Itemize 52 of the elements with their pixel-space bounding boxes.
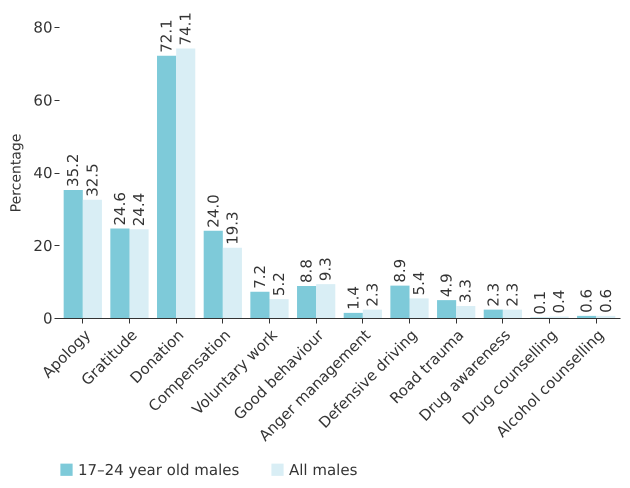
data-label: 8.9 [390,258,409,283]
data-label: 3.3 [456,279,475,303]
data-label: 0.1 [530,290,549,315]
bar [502,310,522,318]
data-label: 2.3 [484,282,502,307]
data-label: 5.2 [270,272,288,296]
data-label: 35.2 [64,154,82,187]
data-label: 4.9 [438,273,456,298]
bar [456,306,476,318]
bar [437,300,456,318]
bar [82,200,102,318]
data-label: 7.2 [250,264,269,289]
data-label: 0.6 [578,288,596,313]
data-label: 1.4 [344,286,362,310]
data-label: 9.3 [316,257,335,282]
bar [129,229,149,318]
bar [410,298,429,318]
legend-label: All males [289,460,358,479]
y-tick-label: 40 [33,164,52,182]
data-label: 24.6 [110,192,129,226]
data-label: 32.5 [83,163,102,197]
y-tick-label: 20 [33,236,52,255]
bar [110,228,130,318]
data-label: 5.4 [410,272,428,296]
data-label: 2.3 [363,282,382,307]
y-tick-label: 0 [42,310,52,328]
data-label: 19.3 [223,211,242,245]
y-tick-label: 80 [33,18,52,36]
y-axis-title: Percentage [8,134,24,212]
data-label: 0.4 [550,290,568,314]
data-label: 74.1 [176,12,195,46]
bar [269,299,289,318]
bar [316,284,336,318]
bar [176,48,196,318]
bar [390,286,410,318]
y-tick-label: 60 [33,91,52,110]
legend-label: 17–24 year old males [78,460,240,479]
bar [222,248,242,318]
data-label: 72.1 [158,19,176,53]
data-label: 24.4 [130,192,148,226]
bar [484,310,503,318]
data-label: 2.3 [503,282,522,307]
bar [64,190,83,318]
bar [297,286,316,318]
data-label: 0.6 [596,288,615,313]
data-label: 8.8 [298,259,316,283]
bar [250,292,270,318]
bar [204,230,223,318]
data-label: 24.0 [204,194,222,228]
bar [344,312,363,318]
bar [362,310,382,318]
bar [157,56,176,318]
